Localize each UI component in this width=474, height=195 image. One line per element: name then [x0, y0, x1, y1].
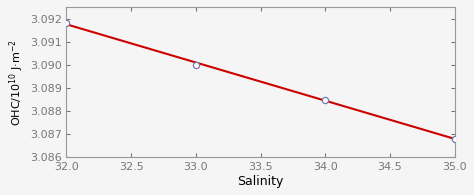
Point — [192, 63, 200, 66]
Y-axis label: OHC/10$^{10}$ J·m$^{-2}$: OHC/10$^{10}$ J·m$^{-2}$ — [7, 39, 26, 126]
Point — [321, 98, 329, 101]
X-axis label: Salinity: Salinity — [237, 175, 284, 188]
Point — [63, 22, 70, 25]
Point — [451, 137, 458, 140]
